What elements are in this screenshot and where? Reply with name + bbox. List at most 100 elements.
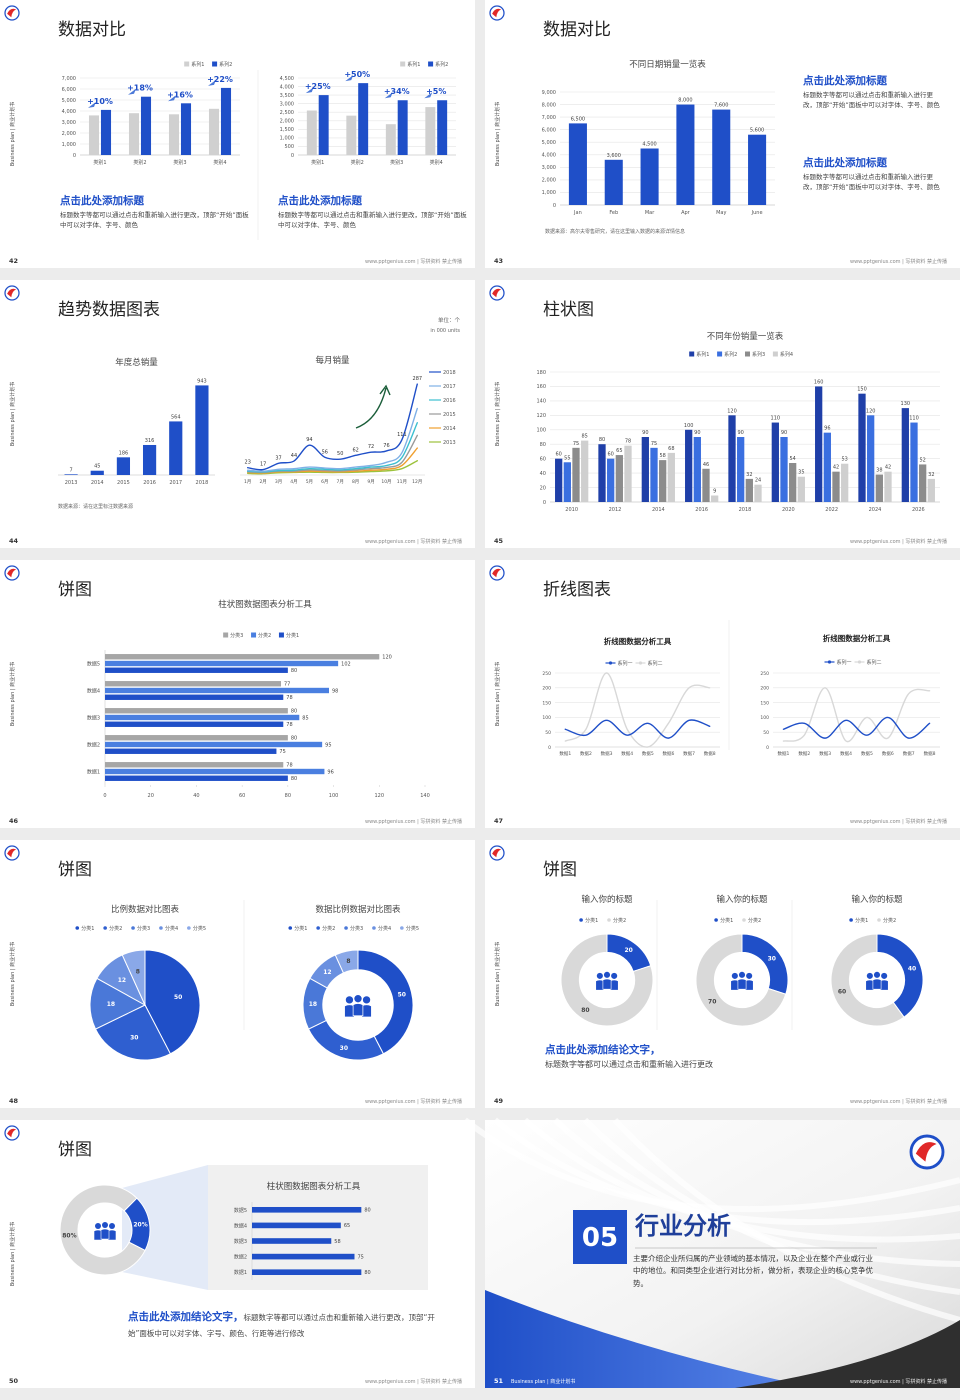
y-tick-label: 200 — [542, 686, 551, 692]
x-tick-label: 数据6 — [663, 750, 675, 757]
x-tick-label: Mar — [645, 210, 655, 216]
x-tick-label: 10月 — [381, 479, 391, 485]
bar — [555, 458, 563, 502]
bar — [105, 660, 339, 667]
side-label: Business plan | 商业计划书 — [494, 942, 501, 1006]
data-label: 76 — [383, 443, 389, 449]
bar — [252, 1206, 362, 1213]
data-label: 80 — [291, 736, 297, 742]
bar — [832, 471, 840, 502]
data-label: 58 — [334, 1239, 340, 1245]
annotation-arrow — [168, 95, 176, 102]
x-tick-label: 类别1 — [311, 159, 324, 166]
y-tick-label: 1,000 — [280, 136, 294, 142]
y-tick-label: 180 — [536, 370, 546, 376]
data-label: 12 — [323, 969, 331, 976]
y-tick-label: 2,000 — [62, 131, 76, 137]
bar — [208, 108, 220, 155]
legend-marker — [400, 926, 404, 930]
data-label: 8 — [136, 969, 140, 976]
bar — [667, 452, 675, 502]
data-label: 316 — [145, 438, 155, 444]
data-label: 80% — [62, 1233, 76, 1240]
legend-marker — [223, 632, 229, 638]
pie-slice — [59, 1184, 146, 1276]
bar — [90, 470, 104, 475]
bar — [168, 114, 180, 155]
legend-marker — [607, 918, 611, 922]
data-label: 120 — [866, 408, 876, 414]
data-label: 78 — [286, 763, 292, 769]
person-head — [881, 972, 888, 979]
slide: 饼图 Business plan | 商业计划书 50 www.pptgenius.c… — [0, 1120, 475, 1388]
data-label: 23 — [245, 460, 251, 466]
x-tick-label: 2014 — [91, 480, 104, 486]
bar — [676, 104, 695, 205]
block-heading: 点击此处添加结论文字， — [545, 1044, 661, 1056]
slide-title: 饼图 — [58, 580, 92, 600]
bar — [712, 109, 731, 205]
legend-marker — [159, 926, 163, 930]
slide-bg — [0, 0, 475, 268]
line-series — [564, 672, 711, 748]
legend-label: 系列2 — [724, 351, 737, 358]
page-number: 51 — [494, 1377, 504, 1385]
note: in 000 units — [430, 328, 460, 334]
y-tick-label: 数据2 — [87, 742, 100, 749]
annotation: +5% — [426, 87, 446, 96]
legend-label: 分类3 — [350, 925, 363, 932]
y-tick-label: 1,000 — [542, 190, 556, 196]
data-label: 50 — [174, 994, 182, 1001]
person-head — [611, 972, 618, 979]
section-title: 行业分析 — [634, 1212, 731, 1240]
legend-label: 分类2 — [258, 632, 271, 639]
bar — [105, 687, 329, 694]
y-tick-label: 5,000 — [542, 140, 556, 146]
x-tick-label: 数据3 — [819, 750, 831, 757]
legend-label: 分类3 — [230, 632, 243, 639]
bar — [919, 464, 927, 502]
slide-title: 趋势数据图表 — [58, 300, 160, 320]
slide: 饼图 Business plan | 商业计划书 49 www.pptgenius.c… — [485, 840, 960, 1108]
text-block: 点击此处添加标题标题数字等都可以通过点击和重新输入进行更改，顶部“开始”面板中可… — [803, 75, 940, 109]
data-label: 62 — [352, 447, 358, 453]
data-label: 46 — [703, 462, 709, 468]
legend-marker — [184, 61, 190, 67]
x-tick-label: 0 — [103, 793, 106, 799]
x-tick-label: 类别4 — [430, 159, 443, 166]
y-tick-label: 7,000 — [542, 115, 556, 121]
x-tick-label: 2014 — [652, 507, 665, 513]
annotation: +10% — [87, 97, 113, 106]
x-tick-label: 3月 — [275, 479, 282, 485]
text-block-body: 点击此处添加结论文字，标题数字等都可以通过点击和重新输入进行更改，顶部“开始”面… — [128, 1310, 448, 1341]
legend-marker — [278, 632, 284, 638]
bar — [105, 708, 288, 714]
x-tick-label: 80 — [285, 793, 291, 799]
bar — [598, 444, 606, 502]
footer: www.pptgenius.com | 写拼资料 禁止传播 — [365, 1378, 462, 1385]
x-tick-label: 数据6 — [882, 750, 894, 757]
bar — [105, 748, 277, 754]
slide: 数据对比 Business plan | 商业计划书 43 www.pptgenius… — [485, 0, 960, 268]
bar — [105, 721, 284, 727]
legend-label: 分类1 — [294, 925, 307, 932]
bar — [640, 148, 659, 205]
block-heading: 点击此处添加标题 — [803, 75, 887, 87]
data-label: 94 — [306, 437, 312, 443]
bar — [711, 495, 719, 502]
chart-title: 不同年份销量一览表 — [707, 331, 784, 342]
legend-marker-dot — [638, 661, 643, 665]
bar — [615, 455, 623, 502]
data-label: 80 — [291, 776, 297, 782]
x-tick-label: 数据5 — [861, 750, 873, 757]
slide-title: 数据对比 — [58, 20, 126, 40]
person-head — [354, 995, 362, 1003]
person-body — [100, 1228, 110, 1240]
chart-title: 柱状图数据图表分析工具 — [218, 599, 312, 610]
x-tick-label: 数据8 — [704, 750, 716, 757]
data-label: 78 — [286, 695, 292, 701]
data-label: 80 — [581, 1007, 589, 1014]
legend-label: 分类1 — [585, 917, 598, 924]
data-label: 77 — [284, 682, 290, 688]
data-label: 90 — [642, 430, 648, 436]
